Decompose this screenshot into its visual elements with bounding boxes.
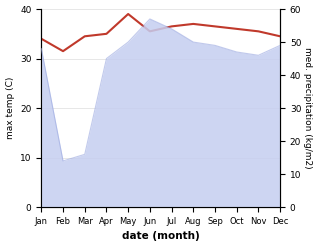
Y-axis label: med. precipitation (kg/m2): med. precipitation (kg/m2) [303,47,313,169]
Y-axis label: max temp (C): max temp (C) [5,77,15,139]
X-axis label: date (month): date (month) [122,231,200,242]
